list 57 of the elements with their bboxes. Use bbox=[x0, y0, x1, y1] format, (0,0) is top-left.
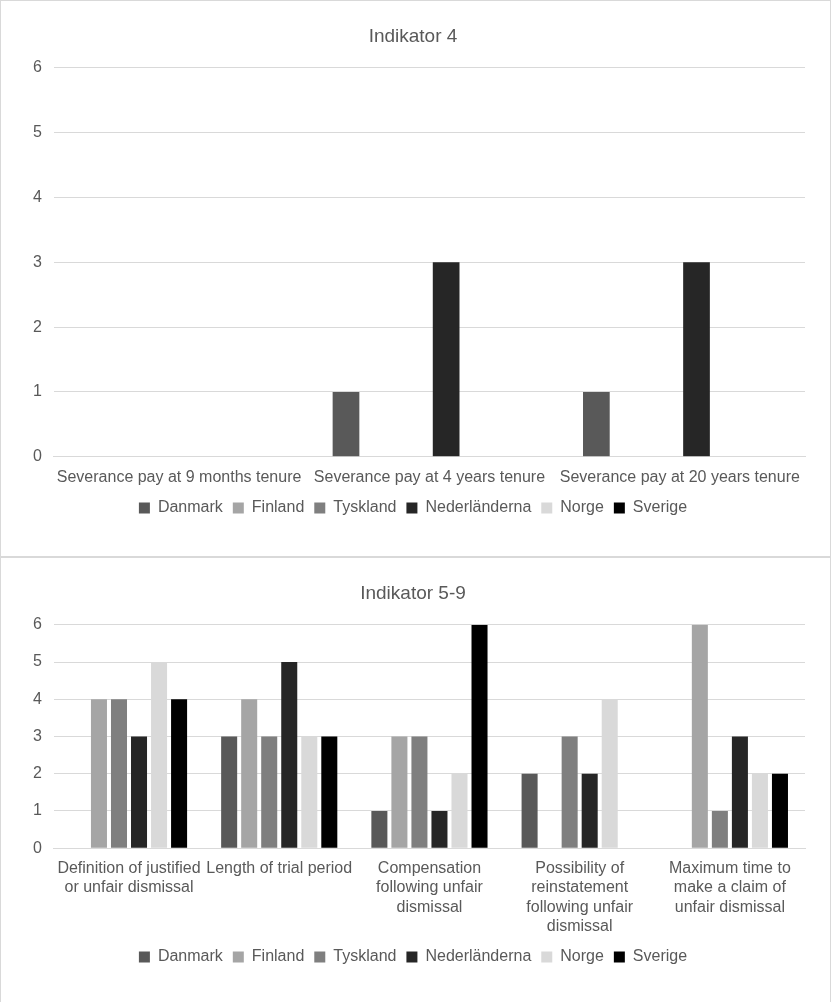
y-tick-label: 0 bbox=[32, 447, 42, 465]
bar bbox=[90, 699, 107, 848]
bar bbox=[131, 736, 148, 848]
x-tick-label: Length of trial period bbox=[206, 859, 353, 877]
x-tick-label: Maximum time to make a claim of unfair dismissal bbox=[668, 859, 791, 915]
x-tick-label: Compensation following unfair dismissal bbox=[376, 859, 484, 915]
y-tick-label: 5 bbox=[32, 652, 42, 670]
bar bbox=[411, 736, 428, 848]
legend-label: Sverige bbox=[632, 947, 688, 965]
chart-title: Indikator 5-9 bbox=[360, 581, 466, 603]
legend-label: Nederländerna bbox=[425, 947, 532, 965]
legend-label: Finland bbox=[251, 947, 305, 965]
legend-label: Danmark bbox=[157, 947, 224, 965]
x-tick-label: Severance pay at 9 months tenure bbox=[56, 467, 302, 485]
y-tick-label: 2 bbox=[32, 764, 42, 782]
bar bbox=[321, 736, 338, 848]
bar bbox=[281, 662, 298, 848]
y-tick-label: 0 bbox=[32, 838, 42, 856]
bar bbox=[110, 699, 128, 848]
x-tick-label: Definition of justified or unfair dismissal bbox=[57, 859, 201, 896]
legend-label: Danmark bbox=[157, 498, 224, 516]
bar bbox=[471, 624, 488, 848]
legend-label: Tyskland bbox=[333, 947, 397, 965]
x-tick-label: Severance pay at 20 years tenure bbox=[559, 467, 800, 485]
bar bbox=[241, 699, 258, 848]
bar bbox=[391, 736, 408, 848]
legend-label: Norge bbox=[560, 498, 604, 516]
legend-label: Sverige bbox=[632, 498, 688, 516]
legend-label: Finland bbox=[251, 498, 305, 516]
x-tick-label: Severance pay at 4 years tenure bbox=[313, 467, 546, 485]
legend-label: Norge bbox=[560, 947, 604, 965]
legend-label: Nederländerna bbox=[425, 498, 532, 516]
x-tick-label: Possibility of reinstatement following unfair dismissal bbox=[526, 859, 634, 934]
bar bbox=[431, 810, 448, 848]
bar bbox=[171, 699, 188, 848]
y-tick-label: 1 bbox=[32, 801, 42, 819]
y-tick-label: 6 bbox=[32, 615, 42, 633]
bar bbox=[221, 736, 238, 848]
y-tick-label: 3 bbox=[32, 252, 42, 270]
y-tick-label: 3 bbox=[32, 726, 42, 744]
y-tick-label: 5 bbox=[32, 123, 42, 141]
bar bbox=[731, 736, 748, 848]
chart-title: Indikator 4 bbox=[368, 24, 458, 46]
bar bbox=[521, 773, 538, 848]
legend-label: Tyskland bbox=[333, 498, 397, 516]
bar bbox=[691, 624, 708, 848]
y-tick-label: 1 bbox=[32, 382, 42, 400]
bar bbox=[371, 810, 388, 848]
bar bbox=[261, 736, 278, 848]
bar bbox=[581, 773, 598, 848]
y-tick-label: 4 bbox=[32, 689, 42, 707]
y-tick-label: 2 bbox=[32, 317, 42, 335]
bar bbox=[711, 810, 728, 848]
y-tick-label: 4 bbox=[32, 187, 42, 205]
y-tick-label: 6 bbox=[32, 58, 42, 76]
bar bbox=[771, 773, 788, 848]
bar bbox=[561, 736, 578, 848]
